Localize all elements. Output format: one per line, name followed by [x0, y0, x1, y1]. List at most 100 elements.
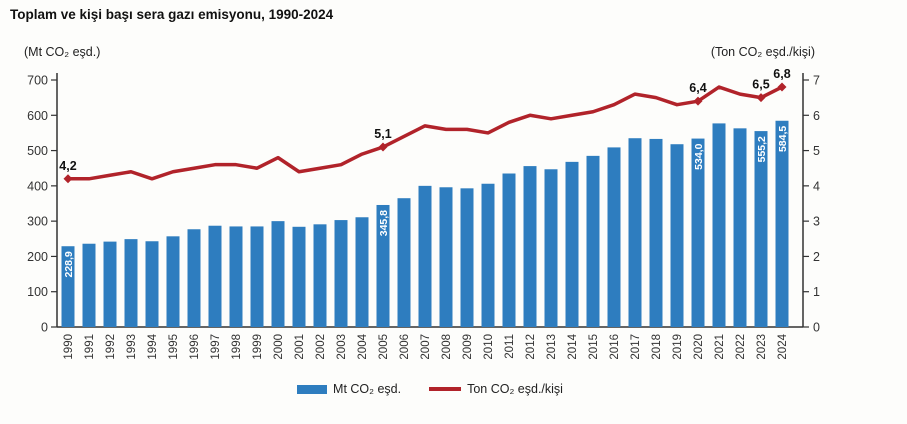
x-axis-label-2017: 2017	[630, 334, 642, 360]
bar-value-label-2020: 534,0	[693, 143, 705, 169]
bar-2022[interactable]	[733, 128, 747, 327]
bar-1999[interactable]	[250, 226, 264, 327]
bar-series-swatch	[297, 384, 328, 394]
line-value-label-2020: 6,4	[689, 81, 706, 95]
right-axis-tick-label: 0	[813, 321, 820, 335]
left-axis-tick-label: 700	[27, 74, 48, 88]
x-axis-label-2023: 2023	[756, 334, 768, 360]
legend-item-total-emissions[interactable]: Mt CO₂ eşd.	[297, 382, 401, 396]
line-value-label-1990: 4,2	[59, 159, 76, 173]
x-axis-label-1998: 1998	[231, 334, 243, 360]
x-axis-label-1990: 1990	[63, 334, 75, 360]
left-axis-tick-label: 200	[27, 250, 48, 264]
bar-1990[interactable]	[61, 246, 75, 327]
left-axis-tick-label: 0	[41, 321, 48, 335]
bar-2007[interactable]	[418, 185, 432, 327]
bar-2023[interactable]	[754, 131, 768, 327]
x-axis-label-2008: 2008	[441, 334, 453, 360]
bar-2014[interactable]	[565, 161, 579, 327]
x-axis-label-2016: 2016	[609, 334, 621, 360]
x-axis-label-2019: 2019	[672, 334, 684, 360]
x-axis-label-2006: 2006	[399, 334, 411, 360]
bar-value-label-2024: 584,5	[777, 126, 789, 152]
line-value-label-2005: 5,1	[374, 127, 391, 141]
bar-2002[interactable]	[313, 224, 327, 327]
right-axis-tick-label: 1	[813, 285, 820, 299]
x-axis-label-2024: 2024	[777, 333, 789, 359]
bar-2012[interactable]	[523, 166, 537, 327]
x-axis-label-1999: 1999	[252, 334, 264, 360]
bar-2020[interactable]	[691, 138, 705, 327]
right-axis-unit-label: (Ton CO₂ eşd./kişi)	[710, 45, 815, 59]
x-axis-label-2001: 2001	[294, 334, 306, 360]
bar-2004[interactable]	[355, 217, 369, 327]
bar-2008[interactable]	[439, 187, 453, 327]
x-axis-label-2012: 2012	[525, 334, 537, 360]
chart-title: Toplam ve kişi başı sera gazı emisyonu, …	[10, 7, 334, 22]
bar-2001[interactable]	[292, 226, 306, 327]
bar-2013[interactable]	[544, 169, 558, 327]
line-marker-2020[interactable]	[693, 96, 703, 106]
bar-value-label-2005: 345,8	[378, 210, 390, 236]
left-axis-tick-label: 100	[27, 285, 48, 299]
bar-1993[interactable]	[124, 239, 138, 327]
left-axis-tick-label: 500	[27, 144, 48, 158]
line-marker-1990[interactable]	[63, 174, 73, 184]
left-axis-tick-label: 600	[27, 109, 48, 123]
bar-2016[interactable]	[607, 147, 621, 327]
bar-2015[interactable]	[586, 155, 600, 327]
bar-2018[interactable]	[649, 138, 663, 327]
line-marker-2024[interactable]	[777, 82, 787, 92]
line-marker-2023[interactable]	[756, 93, 766, 103]
x-axis-label-2013: 2013	[546, 334, 558, 360]
bar-1996[interactable]	[187, 229, 201, 327]
bar-2005[interactable]	[376, 204, 390, 327]
legend-item-per-capita[interactable]: Ton CO₂ eşd./kişi	[429, 382, 563, 396]
bar-2006[interactable]	[397, 198, 411, 327]
x-axis-label-2007: 2007	[420, 334, 432, 360]
bar-1991[interactable]	[82, 243, 96, 327]
line-value-label-2023: 6,5	[752, 78, 769, 92]
x-axis-label-1992: 1992	[105, 334, 117, 360]
x-axis-label-2020: 2020	[693, 334, 705, 360]
x-axis-label-1994: 1994	[147, 333, 159, 359]
right-axis-tick-label: 2	[813, 250, 820, 264]
bar-2024[interactable]	[775, 120, 789, 327]
line-marker-2005[interactable]	[378, 142, 388, 152]
bar-2017[interactable]	[628, 138, 642, 327]
bar-1994[interactable]	[145, 241, 159, 327]
chart-legend: Mt CO₂ eşd. Ton CO₂ eşd./kişi	[57, 382, 803, 396]
right-axis-tick-label: 5	[813, 144, 820, 158]
x-axis-label-2005: 2005	[378, 334, 390, 360]
emissions-chart-plot: 0 100 200 300 400 500 600 700 0 1 2 3 4 5 6 7 1990 1991 19…	[27, 67, 820, 360]
per-capita-line[interactable]	[66, 85, 784, 181]
x-axis-label-2014: 2014	[567, 333, 579, 359]
x-axis-label-2021: 2021	[714, 334, 726, 360]
x-axis-label-2011: 2011	[504, 334, 516, 359]
x-axis-label-1995: 1995	[168, 334, 180, 360]
right-axis-tick-label: 4	[813, 179, 820, 193]
bar-2010[interactable]	[481, 183, 495, 327]
x-axis-label-1993: 1993	[126, 334, 138, 360]
legend-label-per-capita: Ton CO₂ eşd./kişi	[467, 382, 563, 396]
bar-1992[interactable]	[103, 241, 117, 327]
legend-label-total-emissions: Mt CO₂ eşd.	[333, 382, 402, 396]
bar-2003[interactable]	[334, 220, 348, 327]
left-axis-unit-label: (Mt CO₂ eşd.)	[24, 45, 101, 59]
bar-1995[interactable]	[166, 236, 180, 327]
bar-2019[interactable]	[670, 144, 684, 327]
left-axis-tick-label: 300	[27, 215, 48, 229]
bar-2000[interactable]	[271, 221, 285, 327]
bar-2009[interactable]	[460, 188, 474, 327]
x-axis-label-2010: 2010	[483, 334, 495, 360]
line-value-label-2024: 6,8	[773, 67, 790, 81]
bar-2011[interactable]	[502, 173, 516, 327]
line-series-swatch	[429, 387, 462, 391]
bar-2021[interactable]	[712, 123, 726, 327]
bar-value-label-2023: 555,2	[756, 136, 768, 162]
x-axis-label-2015: 2015	[588, 334, 600, 360]
bar-1998[interactable]	[229, 226, 243, 327]
bar-1997[interactable]	[208, 225, 222, 327]
x-axis-label-2000: 2000	[273, 334, 285, 360]
